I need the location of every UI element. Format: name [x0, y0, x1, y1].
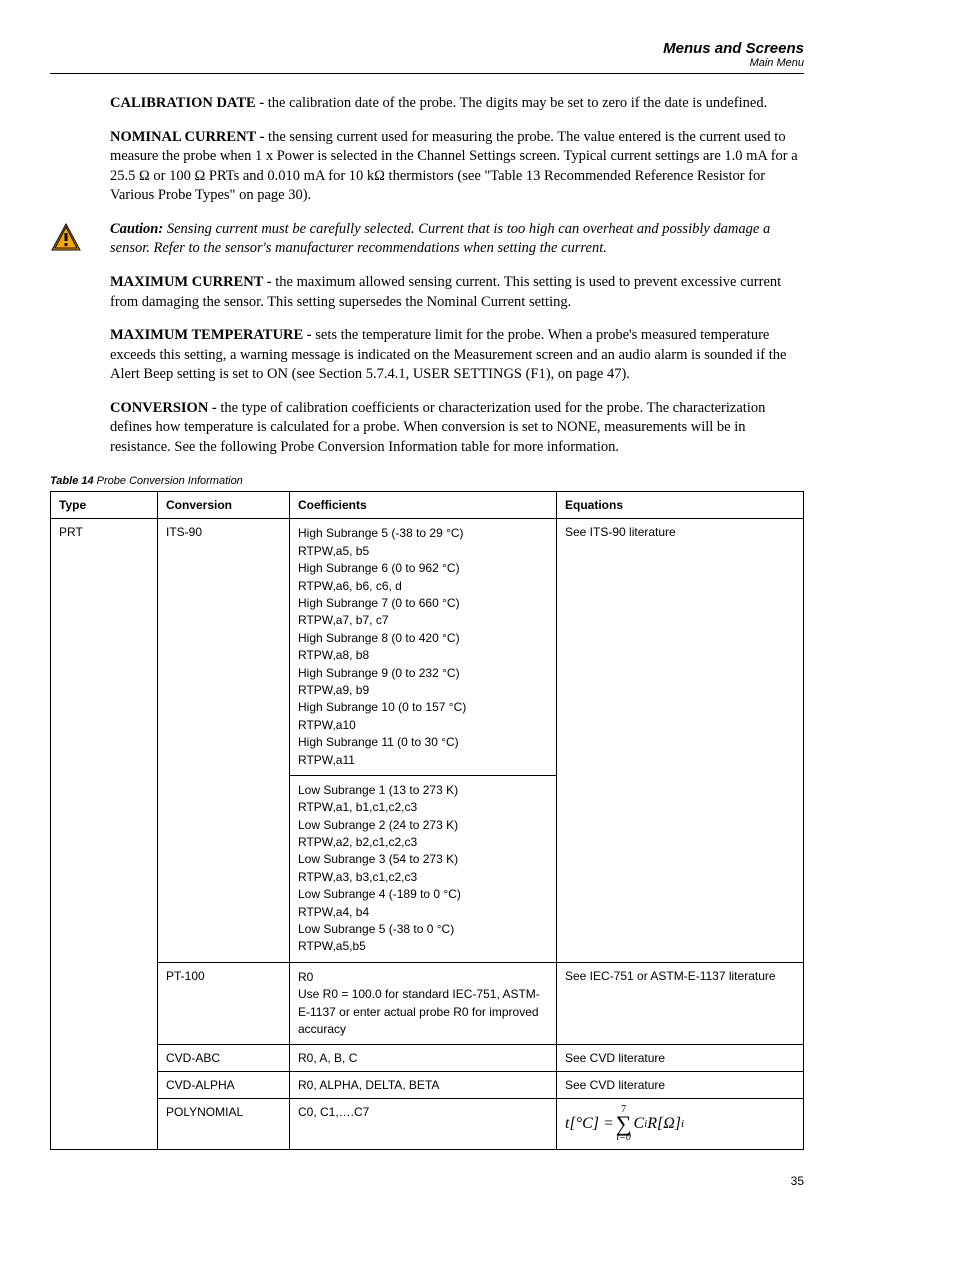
calibration-date-label: CALIBRATION DATE -: [110, 95, 268, 111]
col-coefficients: Coefficients: [290, 492, 557, 519]
coeff-high-text: High Subrange 5 (-38 to 29 °C) RTPW,a5, …: [298, 525, 548, 768]
page-header: Menus and Screens Main Menu: [50, 40, 804, 69]
cell-coeff-cvdabc: R0, A, B, C: [290, 1045, 557, 1072]
cell-eq-cvdalpha: See CVD literature: [557, 1072, 804, 1099]
col-conversion: Conversion: [158, 492, 290, 519]
caution-block: Caution: Sensing current must be careful…: [50, 220, 804, 259]
max-current-label: MAXIMUM CURRENT -: [110, 274, 275, 290]
caution-icon: [50, 222, 82, 254]
cell-eq-its90: See ITS-90 literature: [557, 519, 804, 962]
sigma-icon: 7 ∑ i=0: [616, 1105, 632, 1143]
table-row: PT-100 R0 Use R0 = 100.0 for standard IE…: [51, 962, 804, 1045]
cell-eq-polynomial: t[°C] = 7 ∑ i=0 CiR[Ω]i: [557, 1099, 804, 1150]
para-nominal-current: NOMINAL CURRENT - the sensing current us…: [110, 128, 804, 206]
eq-c: C: [633, 1115, 644, 1133]
table-caption-number: Table 14: [50, 475, 97, 487]
eq-prefix: t[°C] =: [565, 1115, 614, 1133]
cell-conv-pt100: PT-100: [158, 962, 290, 1045]
header-title: Menus and Screens: [50, 40, 804, 57]
sigma-lower: i=0: [616, 1133, 631, 1143]
table-caption-title: Probe Conversion Information: [97, 475, 243, 487]
para-calibration-date: CALIBRATION DATE - the calibration date …: [110, 94, 804, 114]
probe-conversion-table: Type Conversion Coefficients Equations P…: [50, 491, 804, 1150]
coeff-pt100-text: R0 Use R0 = 100.0 for standard IEC-751, …: [298, 969, 548, 1039]
table-row: PRT ITS-90 High Subrange 5 (-38 to 29 °C…: [51, 519, 804, 775]
cell-type-prt: PRT: [51, 519, 158, 1150]
cell-eq-pt100: See IEC-751 or ASTM-E-1137 literature: [557, 962, 804, 1045]
content-area: CALIBRATION DATE - the calibration date …: [110, 94, 804, 1150]
para-conversion: CONVERSION - the type of calibration coe…: [110, 399, 804, 458]
cell-coeff-low: Low Subrange 1 (13 to 273 K) RTPW,a1, b1…: [290, 775, 557, 962]
table-header-row: Type Conversion Coefficients Equations: [51, 492, 804, 519]
conversion-label: CONVERSION -: [110, 400, 220, 416]
cell-eq-cvdabc: See CVD literature: [557, 1045, 804, 1072]
table-row: CVD-ABC R0, A, B, C See CVD literature: [51, 1045, 804, 1072]
cell-conv-polynomial: POLYNOMIAL: [158, 1099, 290, 1150]
cell-conv-cvdalpha: CVD-ALPHA: [158, 1072, 290, 1099]
header-subtitle: Main Menu: [50, 57, 804, 69]
caution-text: Caution: Sensing current must be careful…: [110, 220, 804, 259]
calibration-date-text: the calibration date of the probe. The d…: [268, 95, 767, 111]
col-equations: Equations: [557, 492, 804, 519]
sigma-symbol: ∑: [616, 1115, 632, 1133]
cell-coeff-high: High Subrange 5 (-38 to 29 °C) RTPW,a5, …: [290, 519, 557, 775]
page-number: 35: [50, 1174, 804, 1188]
para-max-temperature: MAXIMUM TEMPERATURE - sets the temperatu…: [110, 326, 804, 385]
cell-coeff-cvdalpha: R0, ALPHA, DELTA, BETA: [290, 1072, 557, 1099]
col-type: Type: [51, 492, 158, 519]
caution-label: Caution:: [110, 221, 163, 237]
table-row: CVD-ALPHA R0, ALPHA, DELTA, BETA See CVD…: [51, 1072, 804, 1099]
coeff-low-text: Low Subrange 1 (13 to 273 K) RTPW,a1, b1…: [298, 782, 548, 956]
cell-coeff-pt100: R0 Use R0 = 100.0 for standard IEC-751, …: [290, 962, 557, 1045]
polynomial-equation: t[°C] = 7 ∑ i=0 CiR[Ω]i: [565, 1105, 684, 1143]
cell-conv-cvdabc: CVD-ABC: [158, 1045, 290, 1072]
header-rule: [50, 73, 804, 74]
cell-conv-its90: ITS-90: [158, 519, 290, 962]
max-temperature-label: MAXIMUM TEMPERATURE -: [110, 327, 315, 343]
nominal-current-label: NOMINAL CURRENT -: [110, 129, 268, 145]
eq-r: R[Ω]: [647, 1115, 681, 1133]
table-caption: Table 14 Probe Conversion Information: [50, 475, 804, 487]
caution-body: Sensing current must be carefully select…: [110, 221, 770, 257]
cell-coeff-polynomial: C0, C1,….C7: [290, 1099, 557, 1150]
table-row: POLYNOMIAL C0, C1,….C7 t[°C] = 7 ∑ i=0 C…: [51, 1099, 804, 1150]
para-max-current: MAXIMUM CURRENT - the maximum allowed se…: [110, 273, 804, 312]
